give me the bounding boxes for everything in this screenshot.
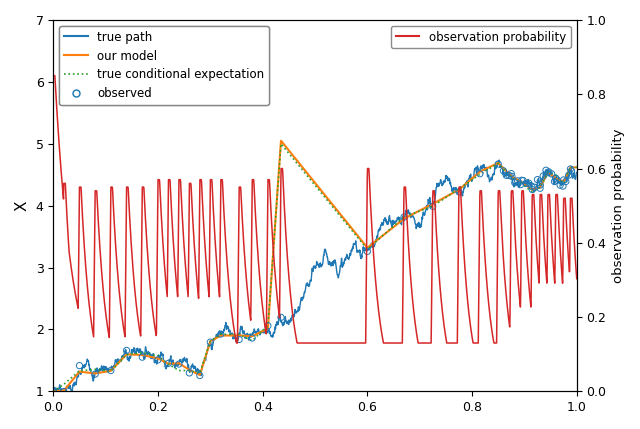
Point	[506, 170, 516, 177]
Point	[247, 335, 257, 341]
Point	[205, 338, 216, 345]
Point	[566, 168, 577, 175]
Point	[216, 331, 226, 338]
Point	[524, 180, 534, 187]
Point	[529, 184, 540, 191]
Point	[507, 173, 517, 180]
Point	[527, 183, 537, 190]
Legend: true path, our model, true conditional expectation, observed: true path, our model, true conditional e…	[59, 26, 269, 105]
Point	[263, 322, 273, 329]
Point	[153, 356, 163, 363]
Point	[362, 248, 372, 255]
Point	[516, 177, 527, 184]
Point	[527, 186, 538, 193]
Point	[555, 182, 565, 189]
Point	[559, 176, 569, 183]
Point	[565, 166, 575, 172]
Point	[399, 214, 409, 221]
Y-axis label: observation probability: observation probability	[612, 128, 625, 283]
Point	[276, 314, 286, 321]
Point	[515, 181, 525, 188]
Point	[499, 167, 509, 174]
Point	[564, 172, 574, 178]
Point	[544, 169, 554, 175]
Point	[234, 336, 244, 343]
Point	[535, 181, 545, 188]
Point	[541, 167, 551, 174]
Point	[535, 185, 545, 192]
Point	[552, 177, 563, 184]
Point	[549, 178, 559, 185]
Point	[561, 178, 571, 185]
Point	[518, 177, 529, 184]
Point	[48, 387, 58, 394]
Point	[454, 188, 464, 195]
Point	[59, 388, 69, 395]
Point	[501, 172, 511, 179]
Point	[475, 170, 485, 177]
Point	[122, 347, 132, 354]
Point	[184, 369, 195, 376]
Point	[543, 169, 553, 176]
Point	[538, 172, 548, 179]
Point	[90, 371, 100, 378]
Point	[513, 177, 523, 184]
Point	[163, 360, 173, 367]
Point	[558, 183, 568, 190]
Point	[547, 170, 557, 177]
Point	[550, 175, 561, 181]
Point	[504, 172, 514, 179]
Point	[521, 180, 531, 187]
Point	[174, 361, 184, 368]
Legend: observation probability: observation probability	[391, 26, 571, 48]
Point	[137, 354, 147, 361]
Point	[532, 176, 543, 183]
Point	[195, 372, 205, 379]
Point	[106, 367, 116, 374]
Point	[428, 203, 438, 210]
Point	[74, 362, 84, 369]
Point	[493, 160, 503, 167]
Y-axis label: X: X	[15, 200, 30, 211]
Point	[509, 179, 520, 186]
